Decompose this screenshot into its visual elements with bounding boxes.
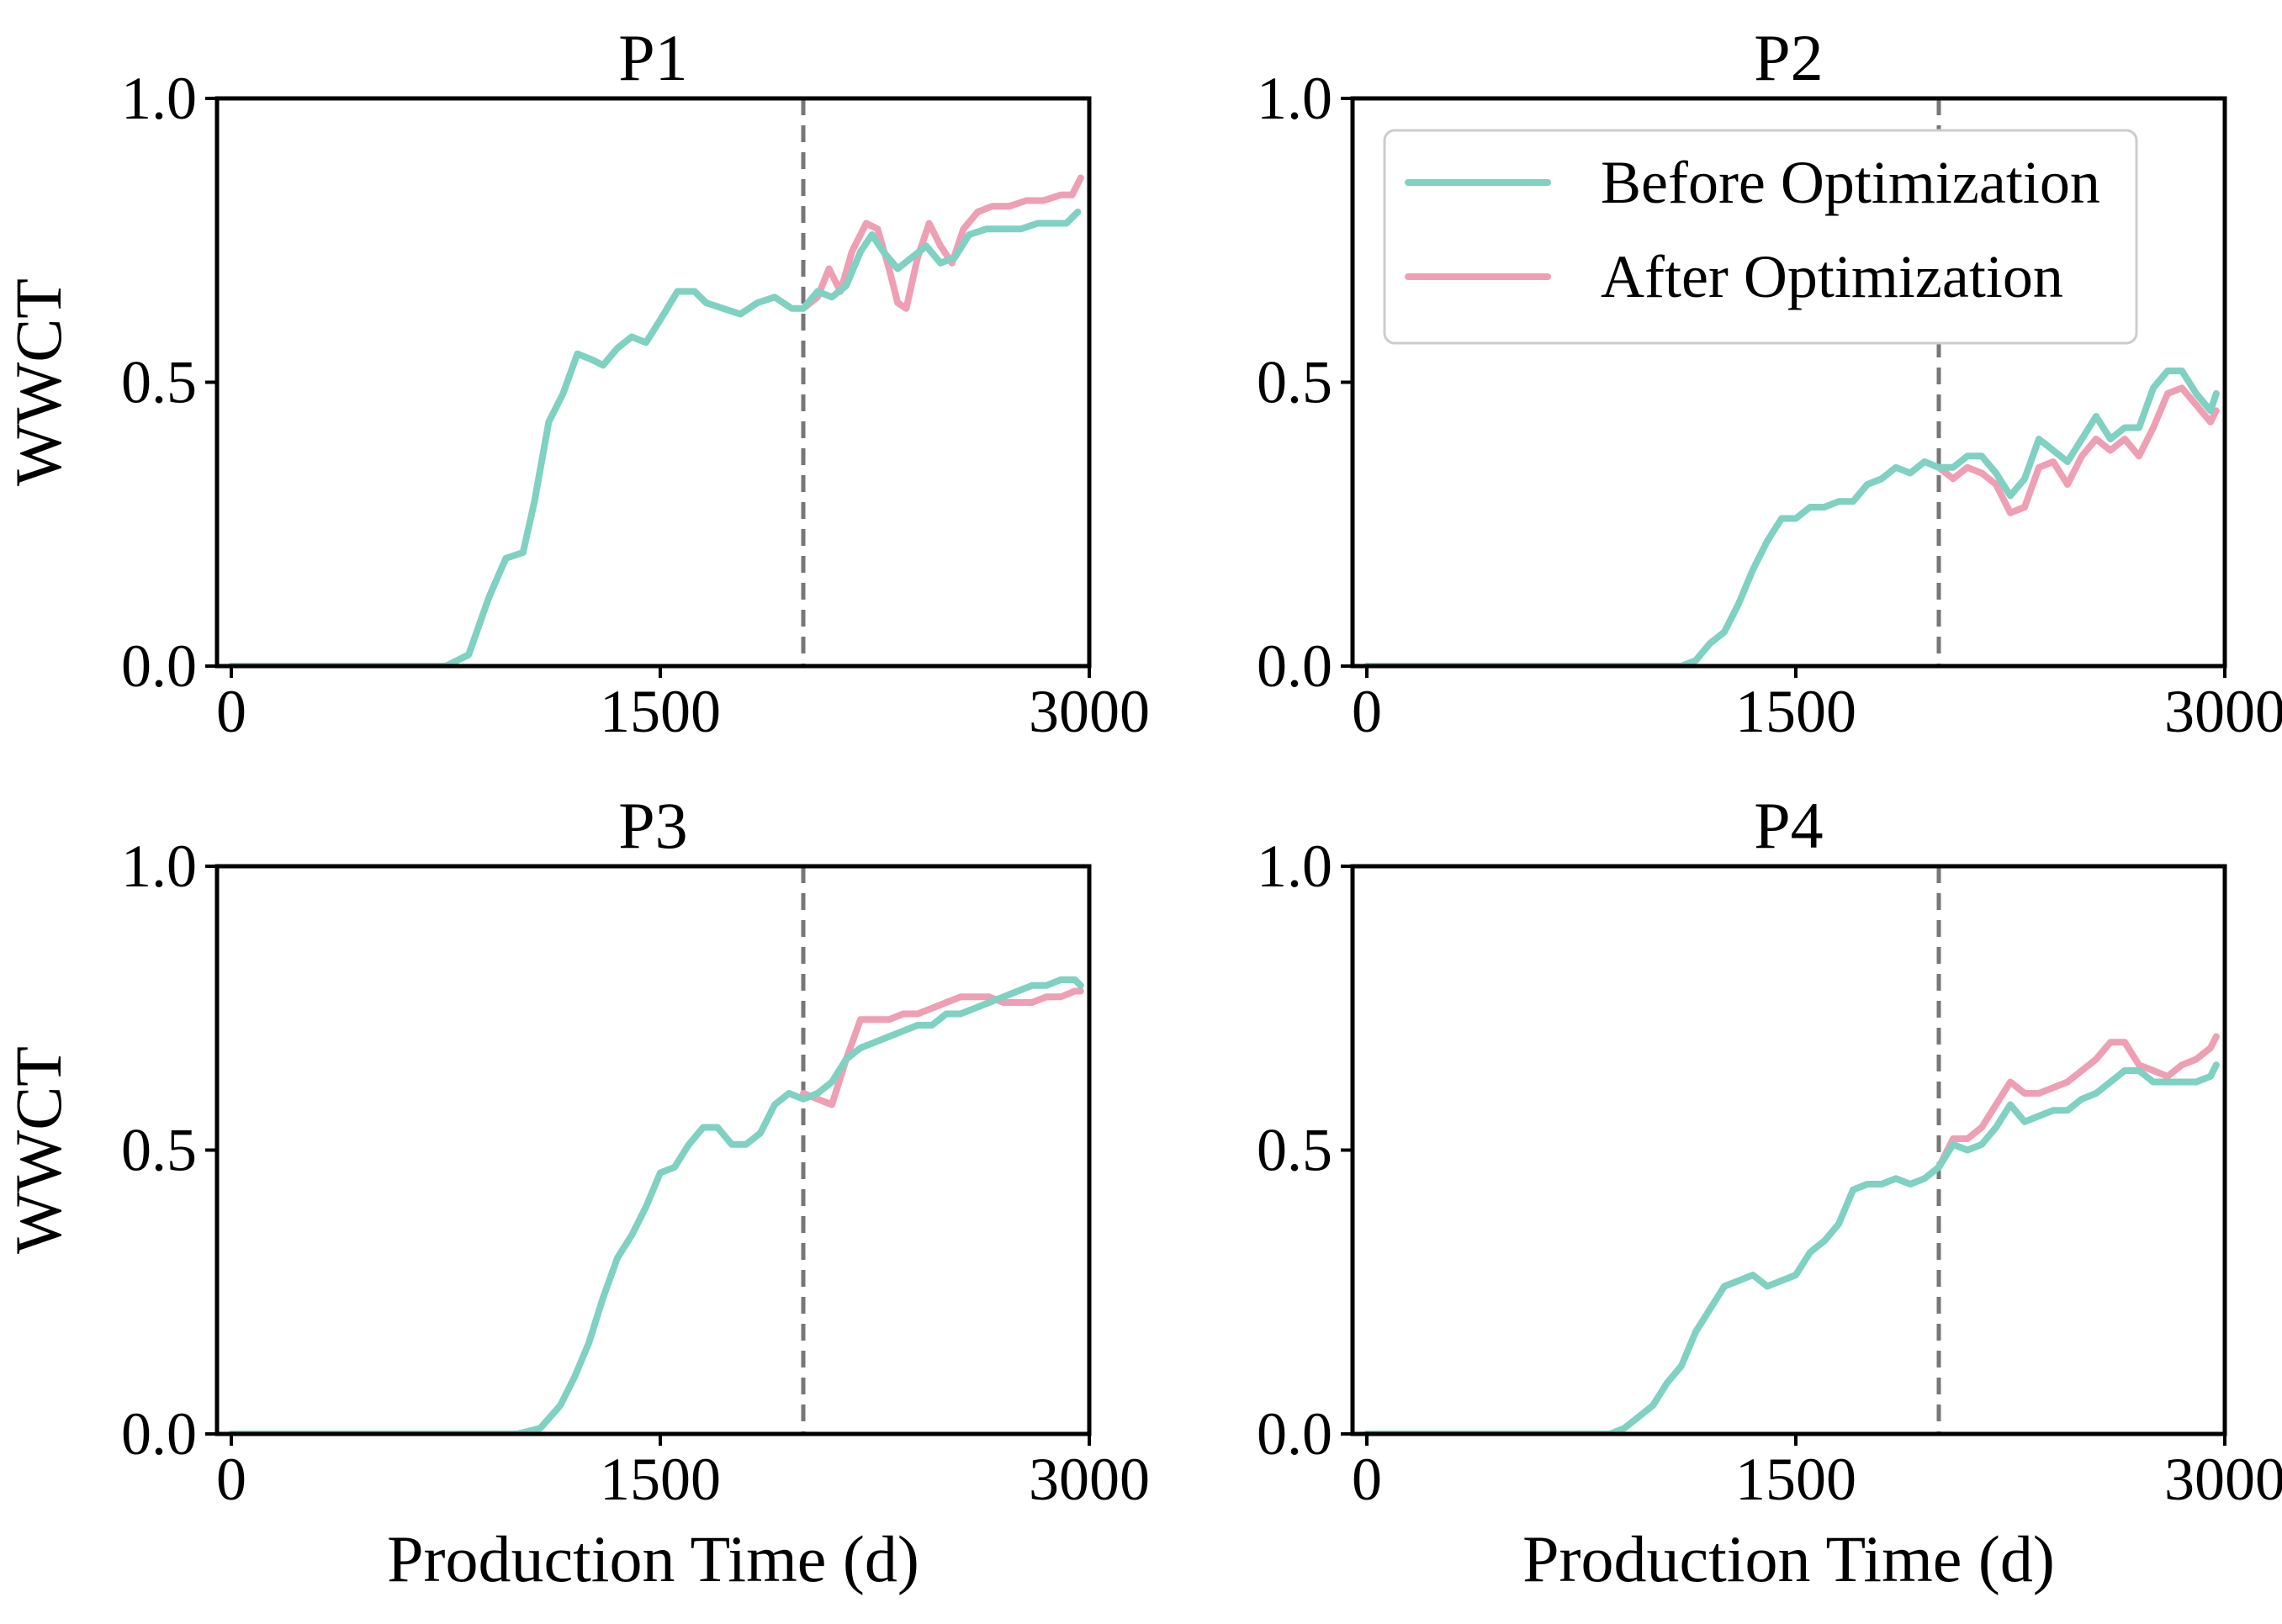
- plot-frame: [214, 864, 1092, 1436]
- x-tick-label: 3000: [2164, 1446, 2282, 1513]
- y-axis-label: WWCT: [2, 278, 75, 486]
- series-line-before: [1363, 368, 2220, 666]
- y-tick-label: 0.5: [1257, 1117, 1332, 1184]
- x-tick-label: 0: [1352, 678, 1382, 745]
- series-line-before: [228, 976, 1084, 1434]
- y-tick-label: 0.0: [1257, 632, 1332, 700]
- x-tick-label: 1500: [1735, 1446, 1856, 1513]
- y-tick-label: 1.0: [121, 65, 197, 132]
- y-tick-label: 1.0: [1257, 65, 1332, 132]
- plot-frame: [1350, 864, 2227, 1436]
- x-axis-label: Production Time (d): [387, 1522, 919, 1595]
- panel-p4: P4 0.0 0.5 1.0 0 1500 3000 Production Time (d): [1257, 789, 2282, 1595]
- panel-p3: P3 0.0 0.5 1.0 0 1500 3000 WWCT Production Time …: [2, 789, 1150, 1595]
- x-tick-label: 3000: [2164, 678, 2282, 745]
- plot-frame: [214, 96, 1092, 669]
- y-tick-label: 0.0: [121, 1400, 197, 1468]
- x-tick-label: 1500: [600, 678, 721, 745]
- x-tick-label: 0: [216, 678, 246, 745]
- panel-title: P1: [618, 21, 687, 94]
- y-tick-label: 0.0: [121, 632, 197, 700]
- series-line-after: [800, 987, 1084, 1108]
- legend-box: [1383, 129, 2138, 345]
- panel-title: P3: [618, 789, 687, 862]
- y-tick-label: 0.5: [1257, 349, 1332, 416]
- series-line-after: [1935, 1033, 2220, 1171]
- x-tick-label: 1500: [600, 1446, 721, 1513]
- x-tick-label: 1500: [1735, 678, 1856, 745]
- panel-p1: P1 0.0 0.5 1.0 0 1500 3000 WWCT: [2, 21, 1150, 745]
- x-tick-label: 3000: [1029, 678, 1150, 745]
- series-line-after: [800, 174, 1084, 312]
- x-axis-label: Production Time (d): [1522, 1522, 2055, 1595]
- y-axis-label: WWCT: [2, 1046, 75, 1254]
- y-tick-label: 0.5: [121, 349, 197, 416]
- panel-title: P2: [1754, 21, 1823, 94]
- y-tick-label: 0.5: [121, 1117, 197, 1184]
- y-tick-label: 0.0: [1257, 1400, 1332, 1468]
- legend-label-before: Before Optimization: [1601, 149, 2100, 216]
- y-tick-label: 1.0: [121, 833, 197, 900]
- panel-title: P4: [1754, 789, 1823, 862]
- x-tick-label: 3000: [1029, 1446, 1150, 1513]
- x-tick-label: 0: [1352, 1446, 1382, 1513]
- series-line-before: [1363, 1061, 2220, 1434]
- legend: Before Optimization After Optimization: [1383, 129, 2138, 345]
- series-line-after: [1935, 384, 2220, 516]
- legend-label-after: After Optimization: [1601, 243, 2063, 310]
- series-line-before: [228, 209, 1082, 666]
- y-tick-label: 1.0: [1257, 833, 1332, 900]
- x-tick-label: 0: [216, 1446, 246, 1513]
